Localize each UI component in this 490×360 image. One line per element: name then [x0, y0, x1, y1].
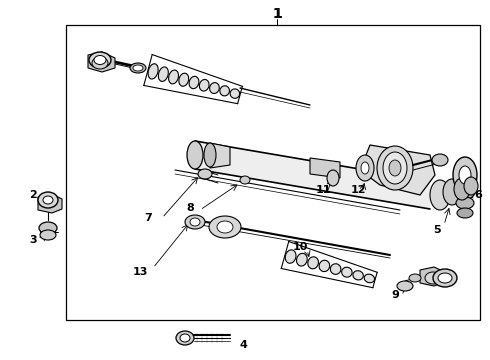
Ellipse shape [296, 253, 307, 266]
Ellipse shape [198, 169, 212, 179]
Ellipse shape [210, 83, 219, 94]
Ellipse shape [169, 70, 178, 84]
Ellipse shape [377, 146, 413, 190]
Ellipse shape [40, 230, 56, 240]
Text: 12: 12 [350, 185, 366, 195]
Ellipse shape [330, 264, 341, 274]
Bar [66, 25, 480, 320]
Text: 2: 2 [29, 190, 37, 200]
Ellipse shape [456, 197, 474, 209]
Ellipse shape [453, 157, 477, 193]
Text: 1: 1 [272, 7, 282, 21]
Ellipse shape [397, 281, 413, 291]
Ellipse shape [92, 57, 108, 69]
Ellipse shape [43, 196, 53, 204]
Ellipse shape [454, 178, 470, 200]
Ellipse shape [383, 152, 407, 184]
Ellipse shape [432, 154, 448, 166]
Ellipse shape [430, 180, 450, 210]
Ellipse shape [457, 208, 473, 218]
Ellipse shape [353, 271, 363, 280]
Ellipse shape [187, 141, 203, 169]
Ellipse shape [464, 177, 478, 195]
Ellipse shape [342, 267, 352, 277]
Ellipse shape [459, 166, 471, 184]
Ellipse shape [39, 222, 57, 234]
Ellipse shape [364, 274, 374, 283]
Ellipse shape [158, 67, 169, 81]
Ellipse shape [240, 176, 250, 184]
Ellipse shape [361, 162, 369, 174]
Ellipse shape [94, 55, 106, 64]
Text: 7: 7 [144, 213, 152, 223]
Ellipse shape [199, 80, 209, 91]
Ellipse shape [185, 215, 205, 229]
Ellipse shape [409, 274, 421, 282]
Ellipse shape [217, 221, 233, 233]
Ellipse shape [319, 260, 330, 271]
Ellipse shape [327, 170, 339, 186]
Ellipse shape [308, 257, 319, 269]
Ellipse shape [230, 89, 240, 98]
Ellipse shape [209, 216, 241, 238]
Ellipse shape [425, 272, 441, 284]
Text: 5: 5 [433, 225, 441, 235]
Ellipse shape [89, 52, 111, 68]
Polygon shape [420, 267, 445, 286]
Ellipse shape [133, 65, 143, 71]
Polygon shape [310, 158, 340, 178]
Ellipse shape [179, 73, 189, 86]
Ellipse shape [176, 331, 194, 345]
Polygon shape [210, 143, 230, 168]
Ellipse shape [356, 155, 374, 181]
Polygon shape [88, 52, 115, 72]
Polygon shape [360, 145, 435, 195]
Text: 1: 1 [272, 7, 282, 21]
Ellipse shape [180, 334, 190, 342]
Polygon shape [195, 141, 430, 209]
Text: 10: 10 [293, 242, 308, 252]
Ellipse shape [220, 86, 229, 96]
Ellipse shape [443, 179, 461, 205]
Text: 3: 3 [29, 235, 37, 245]
Text: 11: 11 [315, 185, 331, 195]
Ellipse shape [438, 273, 452, 283]
Polygon shape [38, 194, 62, 213]
Ellipse shape [38, 192, 58, 208]
Ellipse shape [148, 64, 158, 79]
Ellipse shape [285, 250, 296, 263]
Text: 8: 8 [186, 203, 194, 213]
Text: 4: 4 [239, 340, 247, 350]
Text: 13: 13 [132, 267, 147, 277]
Ellipse shape [433, 269, 457, 287]
Ellipse shape [189, 76, 199, 89]
Ellipse shape [389, 160, 401, 176]
Ellipse shape [130, 63, 146, 73]
Ellipse shape [204, 143, 216, 167]
Ellipse shape [455, 185, 475, 199]
Ellipse shape [190, 218, 200, 226]
Text: 6: 6 [474, 190, 482, 200]
Text: 9: 9 [391, 290, 399, 300]
